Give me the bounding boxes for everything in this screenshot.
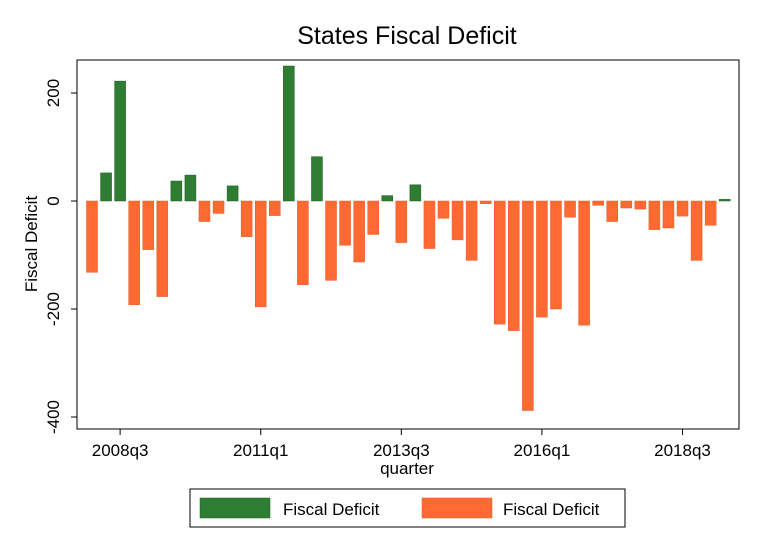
bar-2015q4: [522, 200, 534, 411]
plot-area: [76, 59, 740, 430]
bar-2010q2: [212, 200, 225, 214]
y-axis-label: Fiscal Deficit: [22, 196, 41, 293]
bar-2011q4: [297, 200, 309, 285]
bar-2016q1: [536, 200, 548, 318]
bars-layer: [86, 65, 731, 411]
x-tick-label: 2008q3: [92, 441, 149, 460]
bar-2011q2: [269, 200, 281, 216]
x-axis-label: quarter: [380, 459, 434, 478]
bar-2012q4: [353, 200, 365, 263]
bar-2019q2: [718, 199, 731, 202]
bar-2010q4: [240, 200, 253, 237]
bar-2019q1: [704, 200, 717, 226]
bar-2013q2: [381, 195, 394, 202]
x-tick-label: 2011q1: [233, 441, 288, 460]
bar-2011q1: [254, 200, 267, 308]
bar-2014q4: [465, 200, 478, 261]
bar-2017q3: [620, 200, 633, 209]
bar-2015q2: [493, 200, 506, 325]
bar-2015q3: [508, 200, 520, 331]
bar-2015q1: [479, 200, 492, 204]
bar-2017q1: [592, 200, 604, 206]
bar-2012q3: [339, 200, 351, 246]
legend-label-negative: Fiscal Deficit: [503, 500, 600, 519]
bar-2018q1: [648, 200, 661, 230]
bar-2008q1: [86, 200, 98, 273]
x-tick-label: 2018q3: [654, 441, 711, 460]
bar-2018q3: [676, 200, 689, 217]
bar-2012q2: [325, 200, 337, 281]
y-tick-label: 0: [44, 196, 63, 205]
bar-2013q4: [409, 184, 422, 202]
legend-swatch-negative: [421, 497, 493, 519]
bar-2010q3: [226, 185, 239, 202]
bar-2011q3: [283, 65, 295, 202]
legend-label-positive: Fiscal Deficit: [283, 500, 380, 519]
bar-2017q4: [634, 200, 647, 210]
bar-2009q2: [156, 200, 169, 297]
bar-2014q3: [451, 200, 464, 241]
bar-2016q2: [550, 200, 562, 310]
bar-2008q3: [114, 80, 126, 202]
y-tick-label: -400: [44, 400, 63, 434]
bar-2018q4: [690, 200, 703, 261]
bar-2010q1: [198, 200, 211, 222]
bar-2008q4: [128, 200, 140, 305]
bar-2018q2: [662, 200, 675, 229]
y-axis: 200 0 -200 -400: [44, 79, 77, 434]
legend-swatch-positive: [199, 497, 271, 519]
bar-2013q1: [367, 200, 379, 235]
bar-2009q4: [184, 174, 197, 202]
x-tick-label: 2013q3: [373, 441, 430, 460]
y-tick-label: -200: [44, 292, 63, 326]
bar-2017q2: [606, 200, 618, 222]
x-tick-label: 2016q1: [514, 441, 571, 460]
legend: Fiscal Deficit Fiscal Deficit: [189, 488, 626, 528]
bar-2012q1: [311, 156, 323, 202]
bar-2013q3: [395, 200, 408, 243]
chart-title: States Fiscal Deficit: [297, 22, 517, 50]
bar-2009q1: [142, 200, 154, 250]
bar-2009q3: [170, 180, 183, 202]
bar-2014q2: [437, 200, 450, 219]
bar-2014q1: [423, 200, 436, 249]
bar-2016q4: [578, 200, 590, 326]
bar-2016q3: [564, 200, 576, 218]
x-axis: 2008q3 2011q1 2013q3 2016q1 2018q3: [92, 429, 711, 460]
y-tick-label: 200: [44, 79, 63, 107]
bar-2008q2: [100, 172, 112, 202]
